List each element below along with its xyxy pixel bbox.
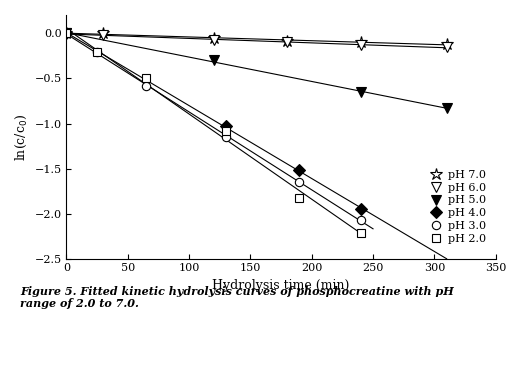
- Y-axis label: ln(c/c$_0$): ln(c/c$_0$): [14, 113, 29, 161]
- Text: Figure 5. Fitted kinetic hydrolysis curves of phosphocreatine with pH
range of 2: Figure 5. Fitted kinetic hydrolysis curv…: [20, 286, 454, 310]
- Legend: pH 7.0, pH 6.0, pH 5.0, pH 4.0, pH 3.0, pH 2.0: pH 7.0, pH 6.0, pH 5.0, pH 4.0, pH 3.0, …: [427, 166, 490, 248]
- X-axis label: Hydrolysis time (min): Hydrolysis time (min): [213, 279, 350, 292]
